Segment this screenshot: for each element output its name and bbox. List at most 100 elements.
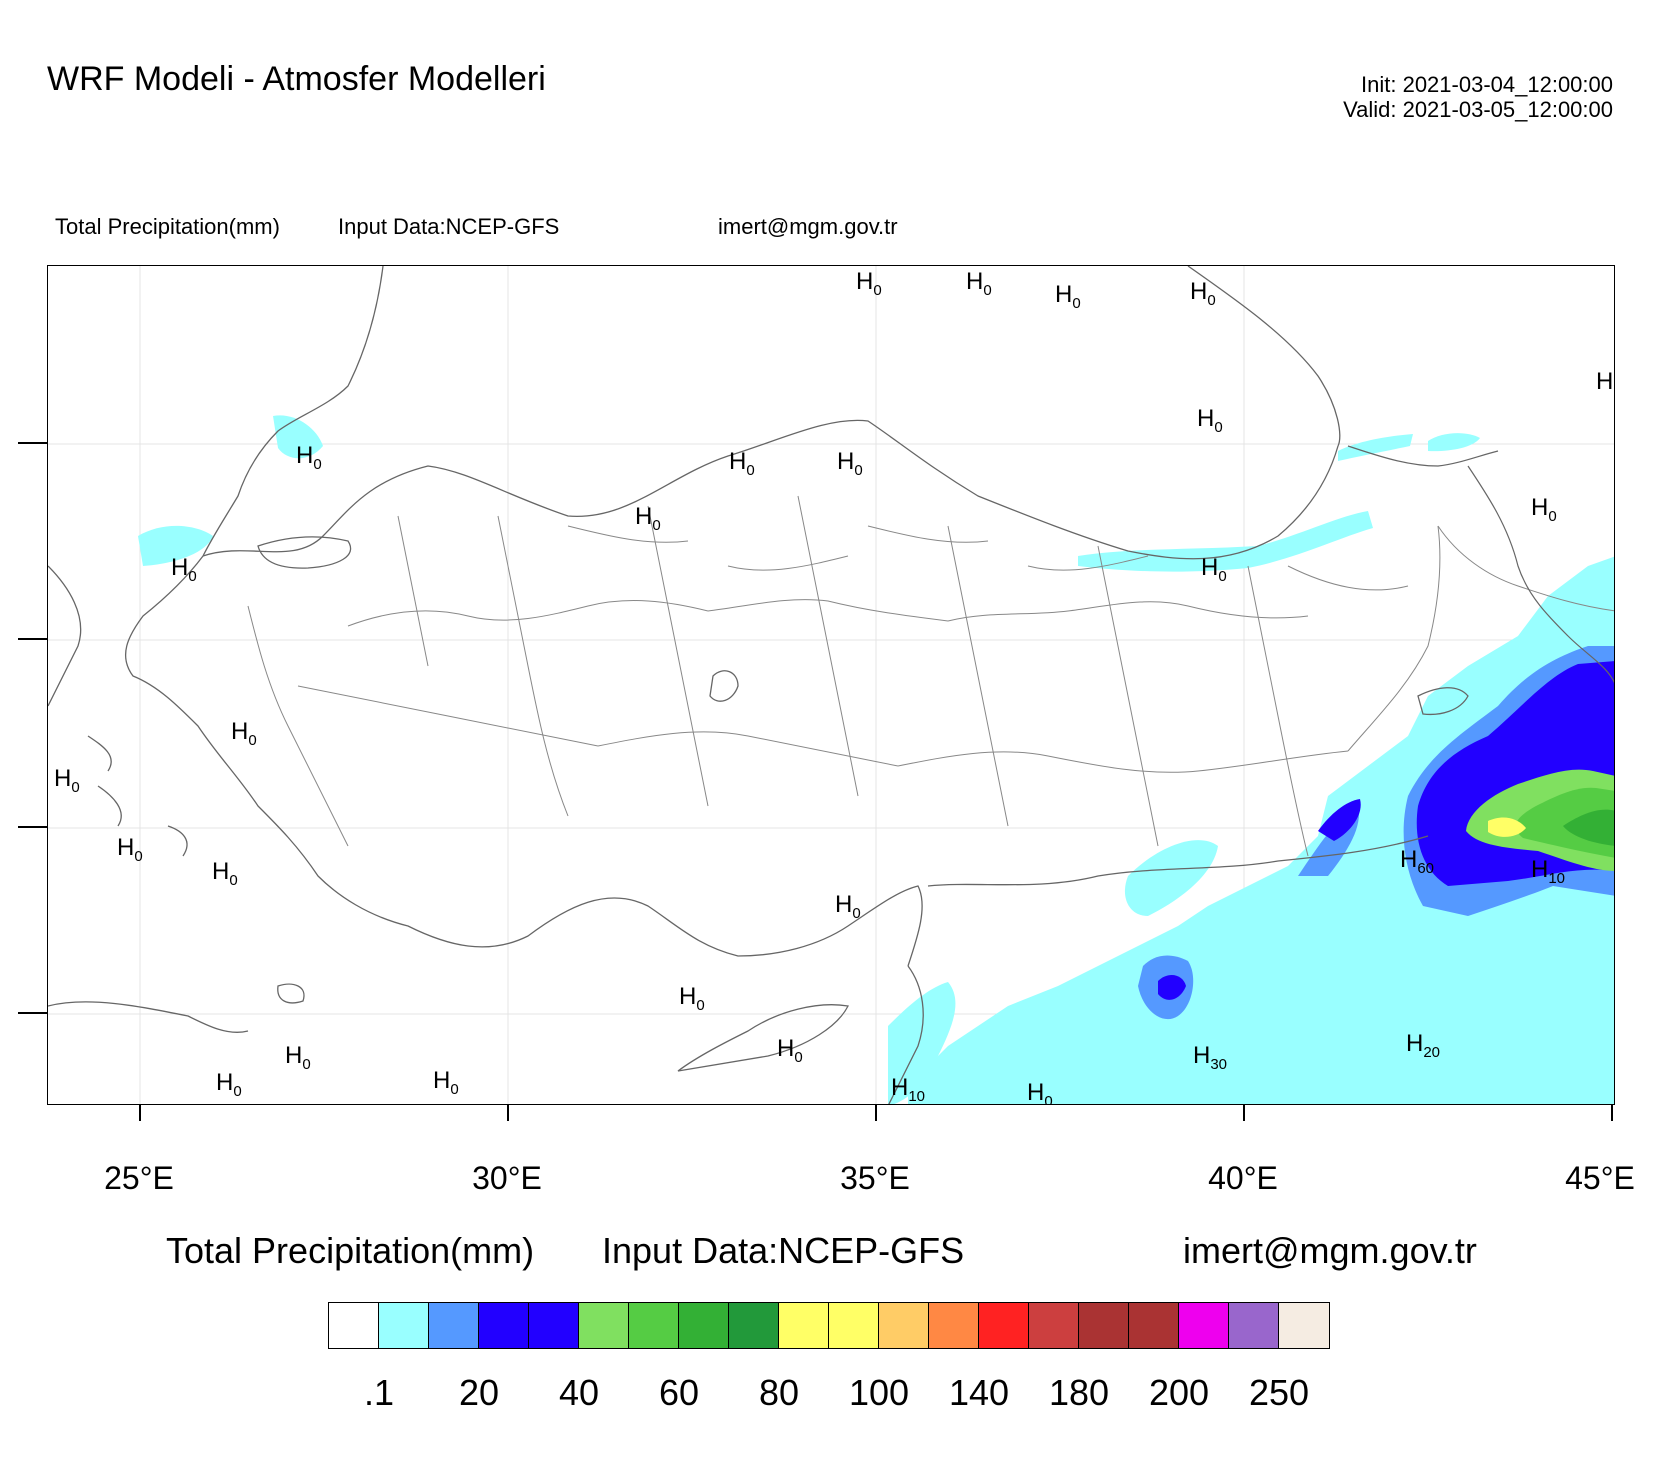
high-label: H0 [835,893,861,926]
color-bar-swatch [1079,1303,1129,1348]
high-value: 0 [1207,292,1216,309]
province-borders [247,495,1614,857]
color-bar-swatch [779,1303,829,1348]
y-axis-tick [18,442,47,444]
high-value: 0 [302,1056,311,1073]
high-value: 0 [852,905,861,922]
color-bar-swatch [329,1303,379,1348]
high-label: H10 [1531,858,1565,891]
color-bar-swatch [429,1303,479,1348]
color-bar-label: 250 [1248,1372,1310,1413]
high-label: H0 [1201,556,1227,589]
high-label: H20 [1406,1032,1440,1065]
valid-time: Valid: 2021-03-05_12:00:00 [1343,97,1613,122]
high-value: 10 [908,1088,926,1105]
color-bar-label: 60 [658,1372,700,1413]
high-value: 60 [1417,860,1435,877]
high-letter: H [966,268,984,295]
high-letter: H [635,503,653,530]
color-bar-swatch [1029,1303,1079,1348]
high-value: 0 [1072,295,1081,312]
high-value: 0 [1218,568,1227,585]
high-letter: H [1596,368,1614,395]
high-letter: H [1197,405,1215,432]
high-value: 0 [794,1049,803,1066]
high-value: 0 [313,456,322,473]
longitude-label: 25°E [104,1160,174,1196]
high-label: H0 [837,450,863,483]
eastern-borders [1347,445,1614,684]
high-letter: H [1190,278,1208,305]
high-value: 0 [1548,508,1557,525]
color-bar-label: .1 [363,1372,395,1413]
color-bar-swatch [379,1303,429,1348]
high-label: H0 [966,270,992,303]
high-letter: H [285,1042,303,1069]
color-bar-label: 140 [948,1372,1010,1413]
high-letter: H [1193,1042,1211,1069]
high-value: 0 [1214,419,1223,436]
x-axis-tick [139,1105,141,1121]
high-letter: H [837,448,855,475]
y-axis-tick [18,638,47,640]
color-bar-swatch [529,1303,579,1348]
legend-input-label: Input Data:NCEP-GFS [602,1230,965,1271]
color-bar-swatch [729,1303,779,1348]
high-letter: H [212,858,230,885]
high-letter: H [891,1074,909,1101]
high-label: H0 [1197,407,1223,440]
high-value: 0 [854,462,863,479]
x-axis-tick [875,1105,877,1121]
high-letter: H [729,448,747,475]
high-label: H10 [891,1076,925,1105]
high-value: 0 [229,872,238,889]
color-bar-label: 180 [1048,1372,1110,1413]
color-bar-label: 80 [758,1372,800,1413]
color-bar-label: 200 [1148,1372,1210,1413]
color-bar-swatch [1229,1303,1279,1348]
x-axis-tick [1611,1105,1613,1121]
legend-email: imert@mgm.gov.tr [1183,1230,1477,1271]
high-value: 0 [248,732,257,749]
high-letter: H [216,1069,234,1096]
init-time: Init: 2021-03-04_12:00:00 [1361,72,1613,97]
x-axis-tick [507,1105,509,1121]
color-bar-swatch [479,1303,529,1348]
high-label: H0 [856,270,882,303]
high-label: H0 [1055,283,1081,316]
high-value: 0 [233,1083,242,1100]
high-label: H0 [1027,1081,1053,1105]
coastlines [48,266,1469,1104]
high-label: H0 [679,985,705,1018]
color-bar-label: 40 [558,1372,600,1413]
color-bar-label: 20 [458,1372,500,1413]
color-bar-swatch [879,1303,929,1348]
precipitation-map: H0 H0 H0 H0 H H0 H0 H0 H0 H0 H0 H0 H0 H0… [47,265,1615,1105]
high-value: 0 [696,997,705,1014]
high-value: 0 [71,779,80,796]
color-bar-swatch [629,1303,679,1348]
high-value: 0 [134,848,143,865]
high-letter: H [231,718,249,745]
y-axis-tick [18,826,47,828]
longitude-label: 45°E [1565,1160,1635,1196]
high-value: 0 [1044,1093,1053,1105]
high-label: H0 [1531,496,1557,529]
high-letter: H [1531,494,1549,521]
longitude-label: 35°E [840,1160,910,1196]
color-bar-swatch [1279,1303,1329,1348]
high-value: 0 [746,462,755,479]
high-label: H0 [635,505,661,538]
legend-variable-label: Total Precipitation(mm) [166,1230,535,1271]
high-letter: H [1201,554,1219,581]
color-bar-swatch [1179,1303,1229,1348]
high-value: 10 [1548,870,1566,887]
high-value: 20 [1423,1044,1441,1061]
map-title: WRF Modeli - Atmosfer Modelleri [47,60,546,98]
color-bar-swatch [1129,1303,1179,1348]
longitude-label: 40°E [1208,1160,1278,1196]
color-bar-swatch [579,1303,629,1348]
high-value: 0 [873,282,882,299]
high-letter: H [1406,1030,1424,1057]
high-value: 0 [188,568,197,585]
